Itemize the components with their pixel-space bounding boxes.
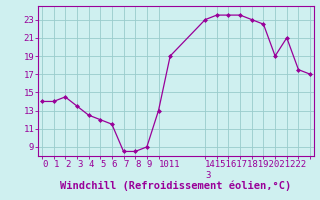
X-axis label: Windchill (Refroidissement éolien,°C): Windchill (Refroidissement éolien,°C) [60,181,292,191]
